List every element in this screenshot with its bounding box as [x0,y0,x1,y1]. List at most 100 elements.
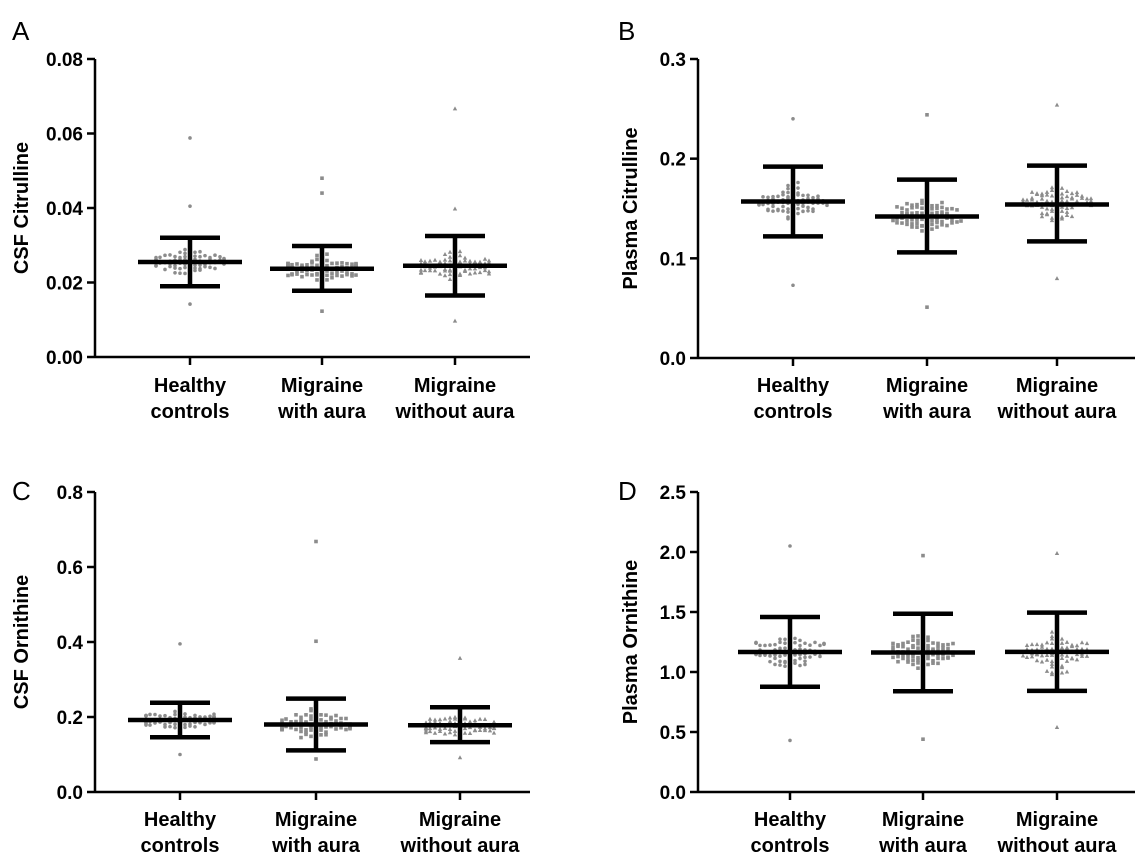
data-point [916,646,920,650]
data-point [1039,659,1045,664]
data-point [193,268,197,273]
y-tick-label: 0.06 [46,125,83,146]
data-point [1044,668,1050,673]
data-point [442,731,448,736]
data-point [320,309,324,313]
data-point [299,735,303,740]
data-point [319,718,323,722]
data-point [818,654,822,659]
data-point [168,253,172,257]
data-point [950,218,954,222]
category-label: without aura [400,835,521,854]
data-point [309,714,313,718]
data-point [891,645,895,649]
data-point [901,644,905,649]
data-point [940,200,944,205]
data-point [901,653,905,658]
data-point [788,738,792,743]
data-point [778,640,782,645]
data-point [472,270,478,275]
data-point [1044,189,1050,194]
data-point [1064,209,1070,214]
data-point [183,247,187,252]
data-point [462,726,468,731]
data-point [462,715,468,720]
data-point [757,203,761,207]
data-point [793,658,797,663]
data-point [946,656,950,660]
data-point [437,271,443,276]
data-point [315,253,319,258]
data-point [1039,642,1045,647]
category-label: with aura [271,835,361,854]
data-point [442,725,448,730]
data-point [319,728,323,732]
data-point [447,267,453,272]
data-point [462,255,468,260]
data-point [778,654,782,659]
data-point [1069,195,1075,200]
data-point [1054,102,1060,107]
data-point [1074,652,1080,657]
data-point [173,254,177,259]
data-point [280,718,284,723]
data-point [340,269,344,273]
data-point [1029,195,1035,200]
data-point [936,656,940,661]
data-point [442,273,448,278]
data-point [793,636,797,641]
data-point [906,640,910,644]
data-point [1044,198,1050,203]
category-label: without aura [395,401,516,423]
category-label: controls [151,401,230,423]
data-point [315,257,319,262]
data-point [1074,198,1080,203]
data-point [941,643,945,647]
data-point [319,713,323,717]
y-tick-label: 0.5 [660,723,687,744]
data-point [916,638,920,643]
data-point [1074,657,1080,662]
data-point [781,204,785,209]
data-point [1049,634,1055,639]
data-point [778,659,782,664]
data-point [452,318,458,323]
data-point [290,262,294,267]
data-point [1054,725,1060,729]
y-tick-label: 0.4 [57,633,84,654]
panel-letter: C [12,476,31,506]
data-point [906,660,910,664]
data-point [178,752,182,757]
y-tick-label: 0.0 [660,783,686,804]
data-point [940,222,944,227]
data-point [766,195,770,200]
data-point [900,221,904,225]
data-point [178,250,182,255]
data-point [910,211,914,216]
data-point [1049,193,1055,198]
data-point [295,269,299,273]
data-point [432,717,438,722]
data-point [325,269,329,273]
data-point [447,727,453,732]
data-point [935,225,939,229]
data-point [796,191,800,195]
data-point [920,211,924,216]
data-point [295,272,299,276]
data-point [325,252,329,256]
data-point [1049,664,1055,669]
data-point [796,186,800,190]
category-label: controls [754,401,833,423]
data-point [286,273,290,278]
data-point [178,266,182,271]
y-axis-title: Plasma Citrulline [620,127,642,289]
data-point [183,725,187,730]
category-label: Migraine [882,809,964,831]
data-point [198,268,202,272]
data-point [1044,652,1050,657]
data-point [911,658,915,663]
data-point [768,654,772,658]
y-axis-title: CSF Citrulline [11,142,33,274]
data-point [915,221,919,226]
data-point [1049,672,1055,677]
